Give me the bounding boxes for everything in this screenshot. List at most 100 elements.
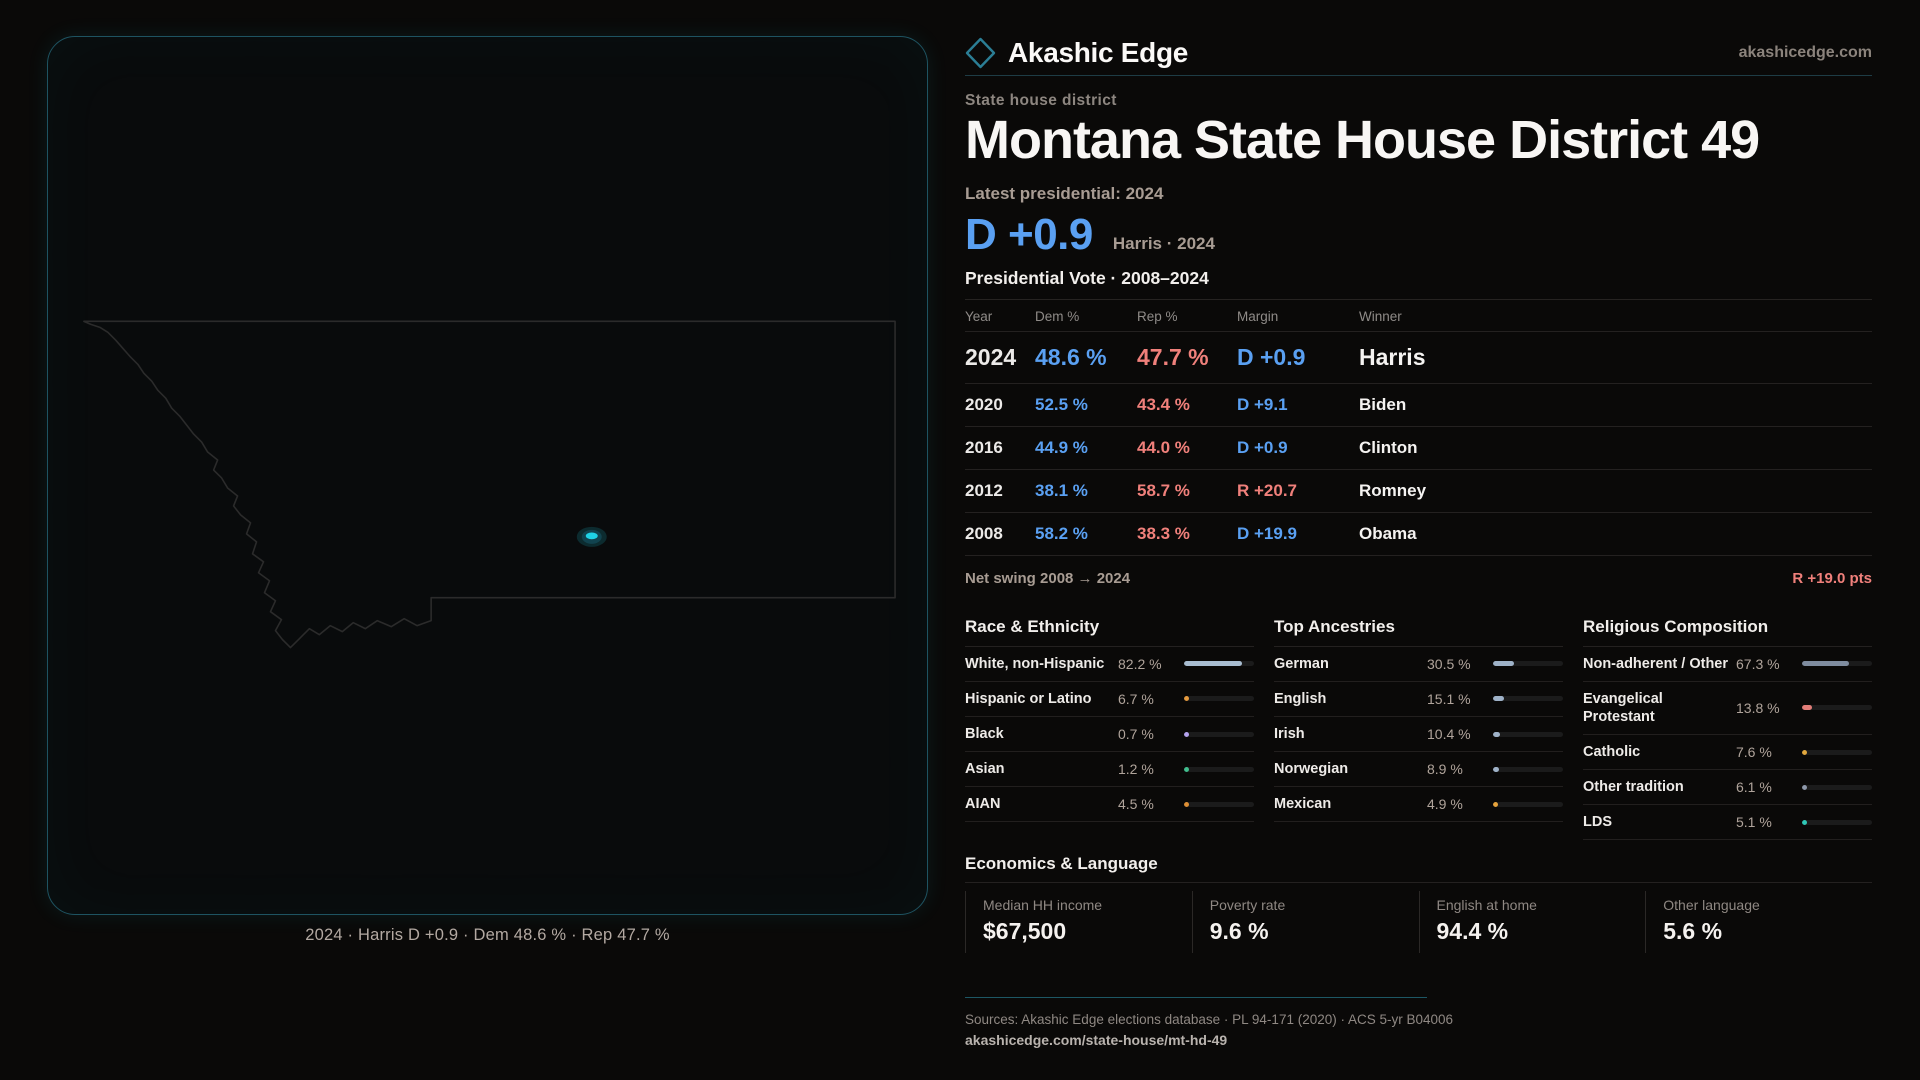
demographic-label: White, non-Hispanic [965,655,1105,672]
report-header: Akashic Edge akashicedge.com [965,34,1872,76]
net-swing-row: Net swing 2008 → 2024 R +19.0 pts [965,556,1872,601]
demographic-bar-track [1802,749,1872,755]
demographic-value: 6.7 % [1118,690,1154,707]
headline-sub: Harris · 2024 [1112,233,1215,253]
stat-cell: Other language 5.6 % [1645,891,1872,954]
demographic-bar-track [1802,661,1872,667]
demographic-row: AIAN 4.5 % [965,787,1254,823]
vote-dem-pct: 48.6 % [1035,343,1107,370]
stat-cell: Median HH income $67,500 [965,891,1192,954]
demographic-bar-track [1802,784,1872,790]
vote-winner: Biden [1359,394,1407,414]
map-panel [47,36,928,915]
vote-dem-pct: 44.9 % [1035,437,1088,457]
demographic-value: 30.5 % [1427,655,1471,672]
vote-row: 2020 52.5 % 43.4 % D +9.1 Biden [965,384,1872,427]
demographic-value: 4.9 % [1427,796,1463,813]
demographic-value: 8.9 % [1427,761,1463,778]
vote-dem-pct: 58.2 % [1035,523,1088,543]
demographic-bar-fill [1493,696,1504,702]
demographic-value: 6.1 % [1736,779,1772,796]
demographic-bar-fill [1802,784,1807,790]
demographic-bar-fill [1184,696,1189,702]
demographic-bar-fill [1802,749,1808,755]
demographic-value: 0.7 % [1118,726,1154,742]
vote-margin: D +0.9 [1237,437,1288,457]
demographic-bar-fill [1184,801,1189,807]
vote-col-header: Rep % [1137,308,1178,324]
demographic-label: AIAN [965,796,1001,813]
demographic-label: Norwegian [1274,761,1349,778]
vote-row: 2016 44.9 % 44.0 % D +0.9 Clinton [965,427,1872,470]
headline: D +0.9 Harris · 2024 [965,210,1872,260]
demographic-label: Catholic [1583,744,1641,761]
stat-value: $67,500 [983,918,1067,945]
district-marker [585,532,598,540]
vote-winner: Clinton [1359,437,1418,457]
report-panel: Akashic Edge akashicedge.com State house… [965,34,1872,1050]
demographic-row: LDS 5.1 % [1583,805,1872,841]
demographic-row: Norwegian 8.9 % [1274,752,1563,788]
demographic-bar-fill [1493,801,1498,807]
demographic-bar-track [1802,705,1872,711]
economics-stats: Median HH income $67,500 Poverty rate 9.6 %… [965,891,1872,954]
demographic-bar-fill [1802,661,1850,667]
demographic-value: 67.3 % [1736,655,1780,672]
demographic-bar-track [1493,801,1563,807]
demographic-label: LDS [1583,814,1612,831]
vote-year: 2008 [965,523,1003,543]
montana-map [83,320,896,649]
permalink[interactable]: akashicedge.com/state-house/mt-hd-49 [965,1032,1228,1049]
net-swing-value: R +19.0 pts [1792,569,1872,587]
demographic-bar-fill [1802,705,1812,711]
demographic-row: Black 0.7 % [965,717,1254,753]
net-swing-label: Net swing 2008 → 2024 [965,569,1131,587]
stat-cell: English at home 94.4 % [1418,891,1646,954]
demographic-label: German [1274,655,1329,672]
demographic-value: 1.2 % [1118,761,1154,778]
site-link[interactable]: akashicedge.com [1738,43,1872,61]
demographic-row: English 15.1 % [1274,682,1563,717]
vote-row: 2008 58.2 % 38.3 % D +19.9 Obama [965,513,1872,556]
vote-col-header: Dem % [1035,308,1080,324]
report-footer: Sources: Akashic Edge elections database… [965,997,1872,1050]
demographic-bar-track [1184,696,1254,702]
demographic-bar-track [1493,696,1563,702]
vote-year: 2024 [965,343,1017,370]
vote-rep-pct: 43.4 % [1137,394,1190,414]
vote-margin: D +9.1 [1237,394,1288,414]
montana-outline [83,320,896,649]
demographic-bar-fill [1184,661,1242,667]
stat-value: 9.6 % [1209,918,1269,945]
demographic-label: Asian [965,761,1005,778]
stat-label: English at home [1436,897,1537,914]
latest-label: Latest presidential: 2024 [965,183,1164,203]
demographic-label: Black [965,725,1004,742]
vote-rep-pct: 47.7 % [1137,343,1209,370]
demographic-bar-fill [1493,661,1515,667]
vote-dem-pct: 52.5 % [1035,394,1088,414]
vote-rep-pct: 44.0 % [1137,437,1190,457]
demographic-label: Other tradition [1583,779,1684,796]
demographic-value: 10.4 % [1427,726,1471,742]
demographic-label: Mexican [1274,796,1332,813]
vote-margin: D +19.9 [1237,523,1298,543]
demographic-column: Race & Ethnicity White, non-Hispanic 82.2 … [965,603,1254,823]
vote-dem-pct: 38.1 % [1035,480,1088,500]
vote-rep-pct: 38.3 % [1137,523,1190,543]
stat-label: Median HH income [983,897,1103,914]
demographic-row: Asian 1.2 % [965,752,1254,788]
demographic-label: English [1274,690,1327,707]
stat-cell: Poverty rate 9.6 % [1191,891,1419,954]
demographic-label: Irish [1274,725,1305,742]
brand: Akashic Edge [965,37,1188,69]
demographic-label: Evangelical Protestant [1583,690,1663,725]
demographic-row: Irish 10.4 % [1274,717,1563,753]
vote-margin: D +0.9 [1237,343,1306,370]
demographic-bar-track [1184,661,1254,667]
demographic-column: Top Ancestries German 30.5 % English 15.1 % I… [1274,603,1563,823]
demographic-value: 7.6 % [1736,744,1772,761]
stat-value: 94.4 % [1436,918,1509,945]
demographic-column: Religious Composition Non-adherent / Othe… [1583,603,1872,841]
vote-col-header: Winner [1359,308,1402,324]
